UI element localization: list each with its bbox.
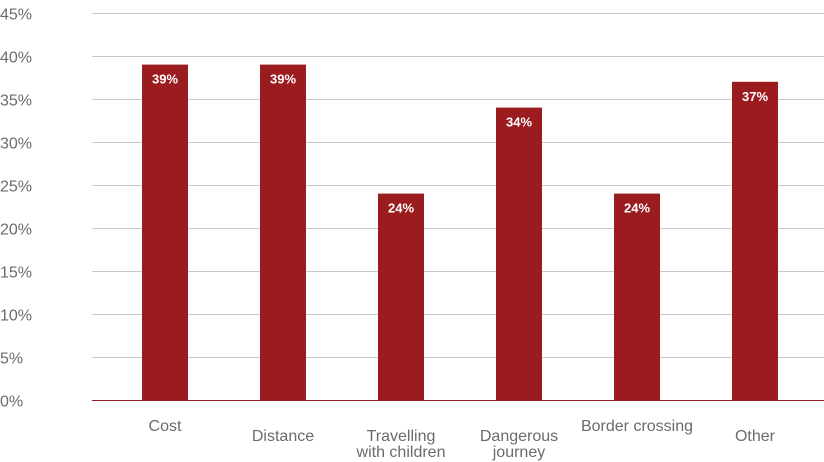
bar [142,64,188,400]
y-tick-label: 30% [0,136,32,153]
x-category-label: Cost [149,418,182,435]
x-category-label: Travelling with children [356,428,446,461]
y-tick-label: 35% [0,93,32,110]
bar [496,107,542,400]
data-label: 39% [152,72,178,87]
data-label: 24% [388,201,414,216]
data-label: 39% [270,72,296,87]
bar [378,193,424,400]
bar [732,81,778,401]
x-category-label: Distance [252,428,314,445]
x-category-label: Dangerous journey [480,428,558,461]
data-label: 37% [742,89,768,104]
gridlines [92,13,824,401]
bars [142,64,778,401]
y-tick-label: 5% [0,351,23,368]
x-category-label: Other [735,428,776,445]
y-tick-label: 40% [0,50,32,67]
y-tick-label: 20% [0,222,32,239]
y-tick-label: 45% [0,7,32,24]
y-tick-label: 15% [0,265,32,282]
y-tick-label: 10% [0,308,32,325]
y-axis-tick-labels: 0% 5% 10% 15% 20% 25% 30% 35% 40% 45% [0,7,32,411]
y-tick-label: 25% [0,179,32,196]
data-labels: 39% 39% 24% 34% 24% 37% [152,72,768,216]
y-tick-label: 0% [0,394,23,411]
bar [260,64,306,400]
x-axis-category-labels: Cost Distance Travelling with children Dange… [149,418,776,461]
bar [614,193,660,400]
data-label: 24% [624,201,650,216]
x-category-label: Border crossing [581,418,693,435]
data-label: 34% [506,115,532,130]
